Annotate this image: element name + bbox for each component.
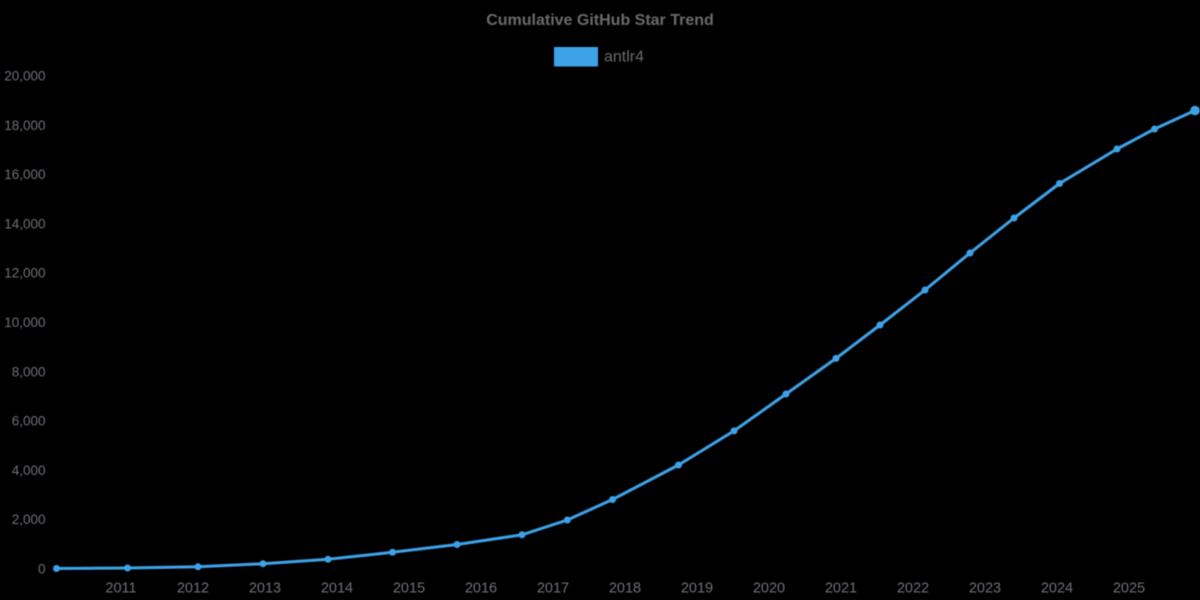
svg-text:2017: 2017 [537, 581, 569, 597]
svg-text:20,000: 20,000 [4, 69, 45, 84]
svg-text:2013: 2013 [249, 581, 281, 597]
svg-text:2020: 2020 [753, 581, 785, 597]
svg-text:2012: 2012 [177, 581, 209, 597]
svg-text:2023: 2023 [969, 581, 1001, 597]
svg-text:8,000: 8,000 [12, 364, 46, 379]
svg-text:12,000: 12,000 [4, 266, 45, 281]
svg-text:18,000: 18,000 [4, 118, 45, 133]
svg-text:2022: 2022 [897, 581, 929, 597]
svg-text:2014: 2014 [321, 581, 353, 597]
svg-text:2,000: 2,000 [12, 512, 46, 527]
svg-text:2018: 2018 [609, 581, 641, 597]
svg-text:2016: 2016 [465, 581, 497, 597]
svg-text:14,000: 14,000 [4, 216, 45, 231]
svg-text:2024: 2024 [1041, 581, 1073, 597]
svg-text:10,000: 10,000 [4, 315, 45, 330]
svg-text:0: 0 [38, 562, 46, 577]
svg-text:6,000: 6,000 [12, 414, 46, 429]
svg-text:antlr4: antlr4 [604, 49, 644, 66]
svg-text:2011: 2011 [105, 581, 136, 597]
svg-text:2025: 2025 [1113, 581, 1145, 597]
svg-text:4,000: 4,000 [12, 463, 46, 478]
svg-text:2019: 2019 [681, 581, 713, 597]
svg-text:2015: 2015 [393, 581, 425, 597]
svg-text:Cumulative GitHub Star Trend: Cumulative GitHub Star Trend [486, 12, 714, 29]
svg-text:2021: 2021 [825, 581, 857, 597]
svg-text:16,000: 16,000 [4, 167, 45, 182]
